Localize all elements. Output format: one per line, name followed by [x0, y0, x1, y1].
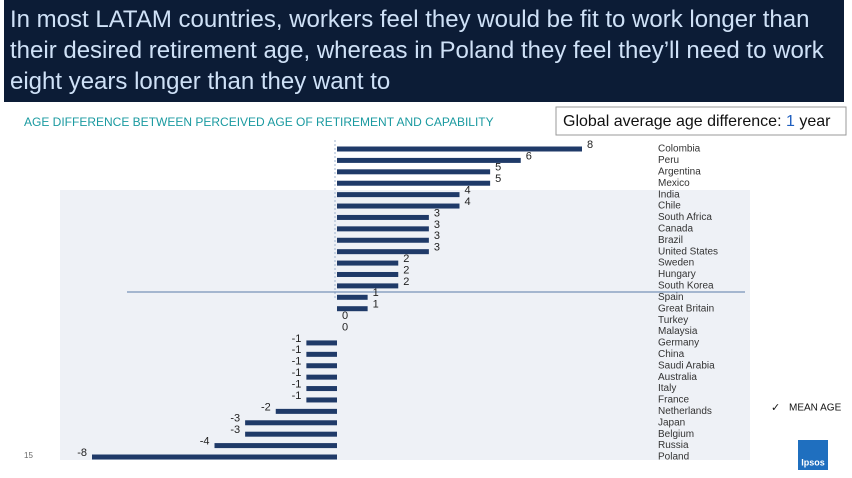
- title: In most LATAM countries, workers feel th…: [10, 6, 824, 95]
- bar: [337, 157, 521, 163]
- bar: [306, 374, 337, 380]
- value-label: -2: [261, 401, 271, 413]
- bar: [337, 203, 460, 209]
- category-label: China: [658, 349, 685, 360]
- category-label: South Korea: [658, 281, 714, 292]
- category-label: Netherlands: [658, 406, 712, 417]
- bar: [306, 397, 337, 403]
- category-label: United States: [658, 246, 718, 257]
- bar: [275, 408, 337, 414]
- value-label: 2: [403, 276, 409, 288]
- value-label: 3: [434, 242, 440, 254]
- plot: Colombia 8 Peru 6 Argentina 5 Mexico 5 India 4 Chi…: [77, 139, 718, 463]
- category-label: Great Britain: [658, 303, 714, 314]
- category-label: Germany: [658, 338, 699, 349]
- category-label: Poland: [658, 452, 689, 463]
- category-label: Russia: [658, 440, 689, 451]
- value-label: 1: [373, 287, 379, 299]
- value-label: 5: [495, 162, 501, 174]
- bar: [337, 249, 429, 255]
- value-label: -1: [292, 333, 302, 345]
- category-label: Spain: [658, 292, 684, 303]
- value-label: -1: [292, 378, 302, 390]
- value-label: 3: [434, 207, 440, 219]
- category-label: Belgium: [658, 429, 694, 440]
- legend-label: MEAN AGE: [789, 403, 842, 414]
- value-label: 2: [403, 264, 409, 276]
- value-label: 4: [465, 196, 471, 208]
- bar: [245, 420, 337, 426]
- chart-title: AGE DIFFERENCE BETWEEN PERCEIVED AGE OF …: [24, 115, 494, 129]
- value-label: 2: [403, 253, 409, 265]
- category-label: Canada: [658, 223, 693, 234]
- category-label: Peru: [658, 155, 679, 166]
- annotation: Global average age difference: 1 year: [563, 113, 831, 130]
- background-image: [60, 190, 750, 460]
- value-label: -1: [292, 356, 302, 368]
- value-label: 5: [495, 173, 501, 185]
- category-label: Argentina: [658, 166, 701, 177]
- title-wrap: In most LATAM countries, workers feel th…: [10, 6, 824, 95]
- annotation-value: 1: [786, 113, 795, 130]
- value-label: -3: [230, 424, 240, 436]
- annotation-unit: year: [799, 113, 831, 130]
- bar: [306, 386, 337, 392]
- category-label: Saudi Arabia: [658, 360, 715, 371]
- category-label: India: [658, 189, 680, 200]
- value-label: -3: [230, 413, 240, 425]
- page-number: 15: [24, 451, 33, 460]
- category-label: Japan: [658, 417, 685, 428]
- value-label: 0: [342, 321, 348, 333]
- value-label: -1: [292, 344, 302, 356]
- category-label: Malaysia: [658, 326, 698, 337]
- bar: [337, 294, 368, 300]
- bar: [337, 306, 368, 312]
- category-label: Colombia: [658, 144, 701, 155]
- category-label: Turkey: [658, 315, 688, 326]
- value-label: -4: [200, 435, 210, 447]
- title-box: [4, 0, 844, 102]
- category-label: Australia: [658, 372, 697, 383]
- value-label: -8: [77, 447, 87, 459]
- legend-check: ✓: [771, 402, 780, 414]
- value-label: -1: [292, 390, 302, 402]
- bar: [306, 351, 337, 357]
- category-label: Italy: [658, 383, 676, 394]
- category-label: Brazil: [658, 235, 683, 246]
- category-label: Chile: [658, 201, 681, 212]
- bar: [337, 169, 491, 175]
- logo-box: [798, 440, 828, 470]
- bar: [337, 214, 429, 220]
- bar: [337, 260, 399, 266]
- bar: [337, 237, 429, 243]
- bar: [337, 180, 491, 186]
- bar: [337, 226, 429, 232]
- category-label: France: [658, 395, 690, 406]
- value-label: 4: [465, 185, 471, 197]
- value-label: 0: [342, 310, 348, 322]
- annotation-box: [555, 106, 847, 136]
- bar: [92, 454, 337, 460]
- value-label: -1: [292, 367, 302, 379]
- value-label: 8: [587, 139, 593, 151]
- bar: [337, 283, 399, 289]
- bar: [306, 340, 337, 346]
- value-label: 3: [434, 219, 440, 231]
- annotation-text: Global average age difference:: [563, 113, 782, 130]
- category-label: Sweden: [658, 258, 694, 269]
- bar: [245, 431, 337, 437]
- value-label: 6: [526, 150, 532, 162]
- logo: Ipsos: [801, 457, 825, 467]
- bar: [306, 363, 337, 369]
- bar: [214, 443, 337, 449]
- bar: [337, 271, 399, 277]
- category-label: Hungary: [658, 269, 696, 280]
- value-label: 3: [434, 230, 440, 242]
- bar: [337, 192, 460, 198]
- category-label: South Africa: [658, 212, 712, 223]
- category-label: Mexico: [658, 178, 690, 189]
- value-label: 1: [373, 299, 379, 311]
- bar: [337, 146, 582, 152]
